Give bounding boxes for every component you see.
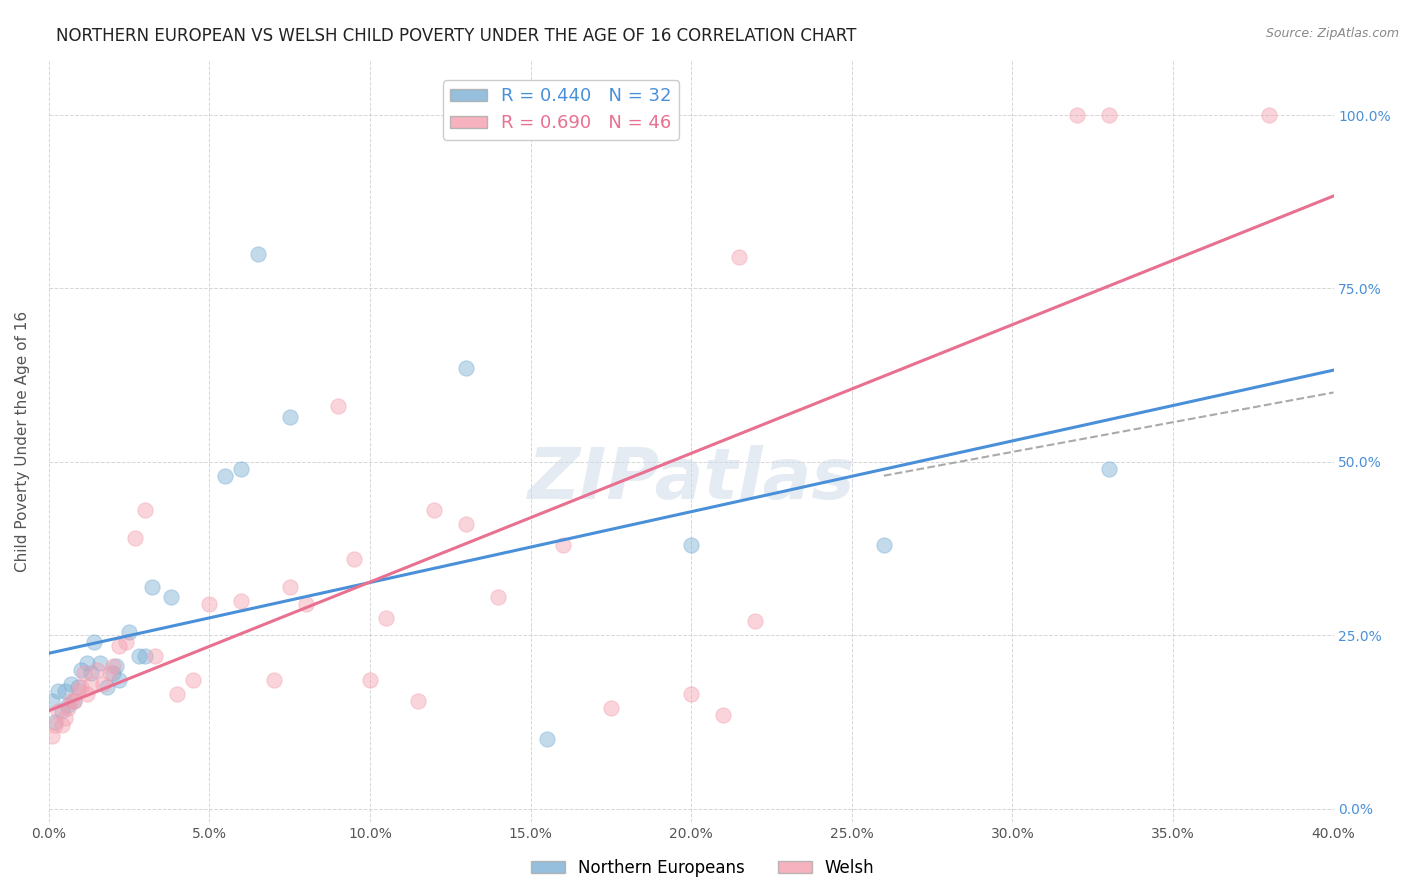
Point bbox=[56, 701, 79, 715]
Point bbox=[76, 687, 98, 701]
Point bbox=[134, 503, 156, 517]
Point bbox=[326, 400, 349, 414]
Point bbox=[231, 593, 253, 607]
Point bbox=[70, 663, 93, 677]
Point bbox=[51, 718, 73, 732]
Point bbox=[294, 597, 316, 611]
Point bbox=[124, 531, 146, 545]
Point bbox=[98, 666, 121, 681]
Point bbox=[214, 468, 236, 483]
Point bbox=[141, 580, 163, 594]
Point bbox=[166, 687, 188, 701]
Point bbox=[66, 680, 89, 694]
Point bbox=[246, 247, 269, 261]
Point bbox=[73, 666, 96, 681]
Text: Source: ZipAtlas.com: Source: ZipAtlas.com bbox=[1265, 27, 1399, 40]
Point bbox=[83, 635, 105, 649]
Point bbox=[44, 714, 66, 729]
Point bbox=[198, 597, 221, 611]
Point bbox=[118, 624, 141, 639]
Point bbox=[105, 659, 128, 673]
Point bbox=[93, 677, 115, 691]
Text: NORTHERN EUROPEAN VS WELSH CHILD POVERTY UNDER THE AGE OF 16 CORRELATION CHART: NORTHERN EUROPEAN VS WELSH CHILD POVERTY… bbox=[56, 27, 856, 45]
Point bbox=[486, 590, 509, 604]
Point bbox=[63, 694, 86, 708]
Point bbox=[359, 673, 381, 688]
Point bbox=[89, 656, 111, 670]
Point bbox=[1098, 462, 1121, 476]
Point bbox=[406, 694, 429, 708]
Point bbox=[1258, 108, 1281, 122]
Point bbox=[681, 538, 703, 552]
Legend: R = 0.440   N = 32, R = 0.690   N = 46: R = 0.440 N = 32, R = 0.690 N = 46 bbox=[443, 80, 679, 139]
Point bbox=[456, 361, 478, 376]
Point bbox=[48, 705, 70, 719]
Point bbox=[744, 615, 766, 629]
Point bbox=[1066, 108, 1088, 122]
Point bbox=[181, 673, 204, 688]
Point bbox=[159, 590, 181, 604]
Point bbox=[48, 683, 70, 698]
Point bbox=[263, 673, 285, 688]
Point bbox=[101, 666, 124, 681]
Point bbox=[63, 694, 86, 708]
Point bbox=[53, 683, 76, 698]
Point bbox=[375, 611, 398, 625]
Point bbox=[456, 517, 478, 532]
Point bbox=[79, 677, 101, 691]
Legend: Northern Europeans, Welsh: Northern Europeans, Welsh bbox=[524, 853, 882, 884]
Point bbox=[79, 666, 101, 681]
Point bbox=[41, 729, 63, 743]
Point bbox=[108, 639, 131, 653]
Point bbox=[711, 708, 734, 723]
Point bbox=[681, 687, 703, 701]
Point bbox=[66, 683, 89, 698]
Point bbox=[343, 552, 366, 566]
Point bbox=[278, 580, 301, 594]
Point bbox=[128, 648, 150, 663]
Point bbox=[51, 705, 73, 719]
Point bbox=[76, 656, 98, 670]
Point bbox=[86, 663, 108, 677]
Point bbox=[143, 648, 166, 663]
Point bbox=[101, 659, 124, 673]
Point bbox=[599, 701, 621, 715]
Point bbox=[44, 718, 66, 732]
Point bbox=[96, 680, 118, 694]
Point bbox=[231, 462, 253, 476]
Point bbox=[56, 698, 79, 712]
Point bbox=[60, 694, 83, 708]
Point bbox=[873, 538, 896, 552]
Point bbox=[551, 538, 574, 552]
Point bbox=[728, 250, 751, 264]
Point bbox=[536, 732, 558, 747]
Point bbox=[278, 409, 301, 424]
Point bbox=[114, 635, 136, 649]
Point bbox=[134, 648, 156, 663]
Point bbox=[60, 677, 83, 691]
Text: ZIPatlas: ZIPatlas bbox=[527, 445, 855, 514]
Point bbox=[53, 711, 76, 725]
Point bbox=[70, 680, 93, 694]
Y-axis label: Child Poverty Under the Age of 16: Child Poverty Under the Age of 16 bbox=[15, 310, 30, 572]
Point bbox=[1098, 108, 1121, 122]
Point bbox=[108, 673, 131, 688]
Point bbox=[41, 694, 63, 708]
Point bbox=[423, 503, 446, 517]
